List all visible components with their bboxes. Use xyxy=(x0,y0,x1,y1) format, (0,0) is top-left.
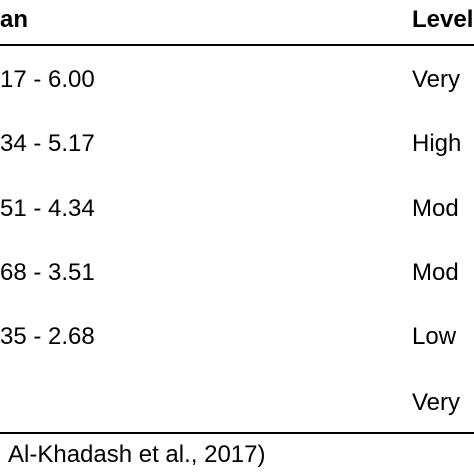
header-rule xyxy=(0,44,474,46)
header-cell: an xyxy=(0,6,29,33)
table-cell: Mod xyxy=(412,195,459,222)
table-cell: Very xyxy=(412,66,461,93)
table-cell: 51 - 4.34 xyxy=(0,195,95,222)
table-cell: Mod xyxy=(412,259,459,286)
header-cell: Level xyxy=(412,6,474,33)
table-cell: High xyxy=(412,130,462,157)
bottom-rule xyxy=(0,432,474,434)
table-cell: 68 - 3.51 xyxy=(0,259,95,286)
source-note: Al-Khadash et al., 2017) xyxy=(8,441,266,468)
table-cell: Low xyxy=(412,323,457,350)
table-cell: Very xyxy=(412,389,461,416)
table-cell: 34 - 5.17 xyxy=(0,130,95,157)
table-cell: 35 - 2.68 xyxy=(0,323,95,350)
table-cell: 17 - 6.00 xyxy=(0,66,95,93)
